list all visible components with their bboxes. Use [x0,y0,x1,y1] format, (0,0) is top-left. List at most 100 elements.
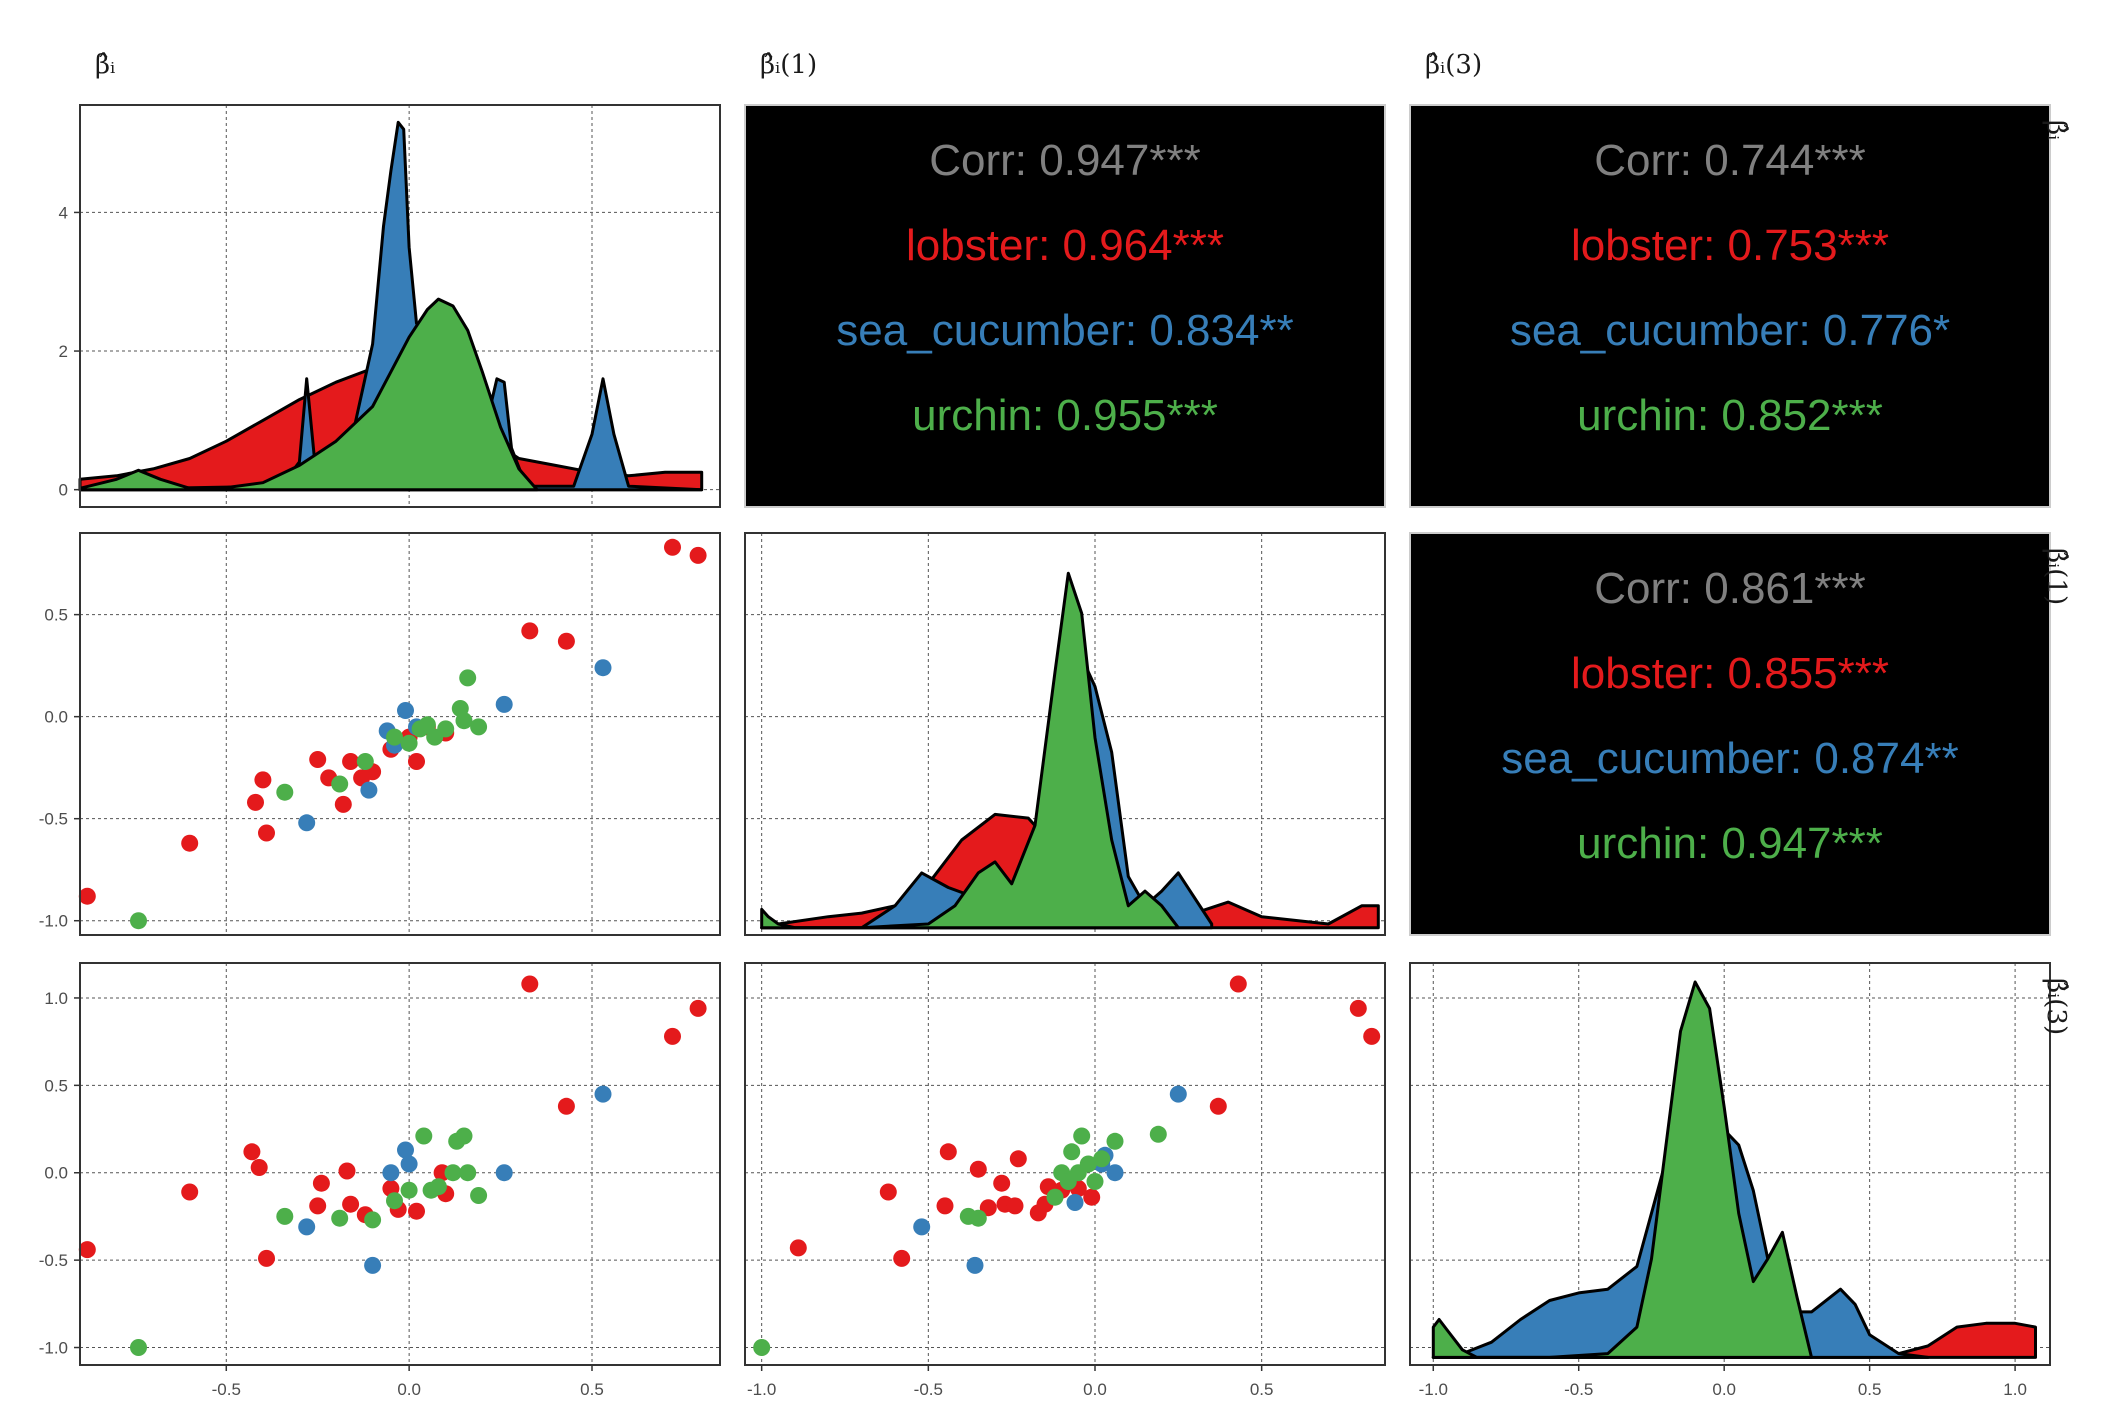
point-urchin [753,1339,771,1356]
correlation-panel [1409,104,2051,508]
row-strip-label: β̂ᵢ(3) [2041,978,2071,1035]
y-tick-label: -0.5 [39,810,68,829]
point-sea_cucumber [364,1256,382,1274]
point-urchin [130,912,147,930]
point-lobster [334,795,352,813]
panel-r1-c0 [78,532,721,936]
point-urchin [444,1164,462,1182]
point-sea_cucumber [1106,1164,1124,1182]
point-urchin [276,1207,294,1225]
point-lobster [789,1239,807,1257]
point-sea_cucumber [1066,1194,1084,1211]
point-lobster [258,824,275,842]
panel-border [744,962,1386,1366]
row-strip-label: β̂ᵢ(1) [2041,548,2071,605]
point-lobster [408,1202,425,1220]
point-urchin [415,1127,433,1145]
panel-background [745,963,1385,1365]
y-tick-label: -1.0 [39,1339,68,1358]
y-tick-label: 0.5 [44,606,68,625]
point-lobster [521,975,539,993]
x-tick-label: 1.0 [2003,1380,2027,1399]
point-lobster [254,771,272,789]
panel-border [79,962,721,1366]
x-tick-label: 0.0 [1712,1380,1736,1399]
point-lobster [1083,1188,1101,1206]
point-urchin [1106,1132,1124,1150]
x-tick-label: -1.0 [747,1380,776,1399]
point-urchin [1063,1143,1081,1161]
point-lobster [312,1174,330,1192]
point-urchin [331,1209,349,1227]
correlation-panel [1409,532,2051,936]
y-tick-label: 4 [59,203,68,222]
point-urchin [418,716,436,734]
point-sea_cucumber [913,1218,931,1236]
point-sea_cucumber [397,702,414,719]
point-lobster [664,538,681,556]
correlation-text: urchin: 0.955*** [912,391,1218,440]
correlation-text: sea_cucumber: 0.834** [836,306,1293,355]
point-lobster [338,1162,356,1180]
point-lobster [78,1241,96,1259]
point-lobster [181,1183,199,1201]
x-tick-label: 0.5 [1858,1380,1882,1399]
point-lobster [689,999,707,1017]
panel-r1-c1 [744,532,1386,936]
x-tick-label: 0.5 [1250,1380,1274,1399]
panel-r2-c2 [1409,962,2051,1366]
point-urchin [400,1181,418,1199]
y-tick-label: 0.0 [44,708,68,727]
point-urchin [130,1339,147,1356]
point-urchin [459,1164,477,1182]
point-lobster [1006,1197,1024,1215]
point-lobster [521,622,539,640]
point-urchin [470,718,488,736]
point-sea_cucumber [397,1141,414,1159]
point-urchin [1046,1188,1064,1206]
point-urchin [386,728,403,746]
panel-border [1409,962,2051,1366]
point-sea_cucumber [495,1164,513,1182]
point-sea_cucumber [382,1164,400,1182]
panel-border [79,104,721,508]
point-urchin [1086,1173,1104,1190]
point-lobster [664,1027,681,1045]
point-lobster [78,887,96,905]
point-lobster [181,834,199,852]
point-lobster [258,1249,275,1267]
point-lobster [557,1097,575,1115]
point-sea_cucumber [1169,1085,1187,1103]
point-lobster [408,753,425,770]
correlation-text: lobster: 0.855*** [1571,649,1889,698]
y-tick-label: 0.0 [44,1164,68,1183]
point-lobster [1229,975,1247,993]
point-lobster [250,1159,268,1176]
point-sea_cucumber [966,1256,984,1274]
correlation-text: urchin: 0.947*** [1577,819,1883,868]
column-strip-label: β̂ᵢ(3) [1425,50,1482,80]
x-tick-label: -1.0 [1419,1380,1448,1399]
x-tick-label: 0.0 [397,1380,421,1399]
point-lobster [247,793,264,811]
point-lobster [993,1174,1011,1192]
point-lobster [939,1143,957,1161]
column-strip-label: β̂ᵢ [95,50,115,80]
point-urchin [276,783,294,801]
correlation-text: sea_cucumber: 0.874** [1501,734,1958,783]
point-urchin [470,1187,488,1204]
point-lobster [557,632,575,650]
y-tick-label: -0.5 [39,1251,68,1270]
density-urchin [760,571,1180,930]
panel-layer: Corr: 0.947*** lobster: 0.964*** sea_cucum… [39,104,2051,1399]
point-lobster [936,1197,954,1215]
point-urchin [386,1192,403,1210]
panel-r0-c1: Corr: 0.947*** lobster: 0.964*** sea_cucum… [744,104,1386,508]
y-tick-label: -1.0 [39,912,68,931]
point-lobster [1009,1150,1027,1168]
point-lobster [342,1195,360,1213]
point-lobster [879,1183,897,1201]
point-urchin [400,734,418,752]
point-urchin [1093,1150,1111,1168]
point-urchin [969,1209,987,1227]
